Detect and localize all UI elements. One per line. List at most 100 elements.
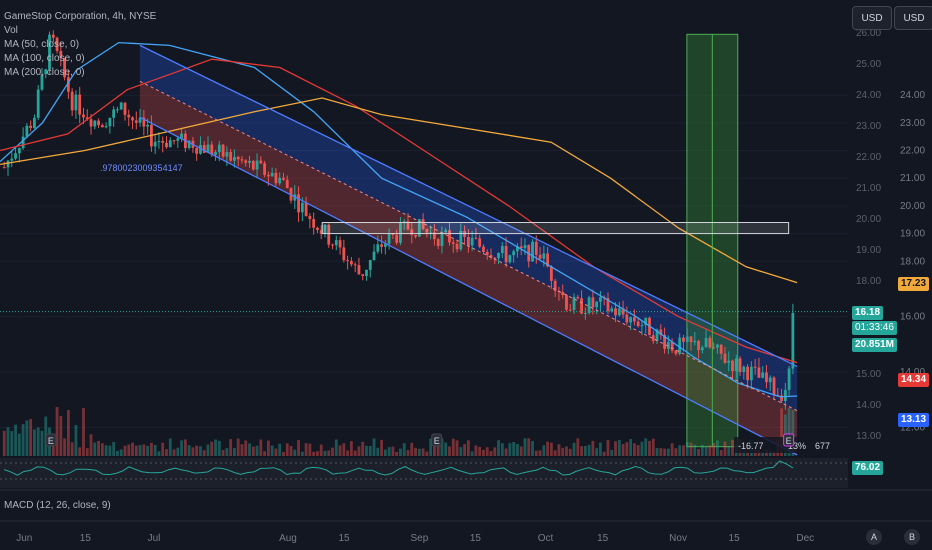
y-tick-outer: 18.00	[900, 256, 925, 267]
ma-line	[0, 41, 798, 398]
currency-button-1[interactable]: USD	[852, 6, 892, 30]
overlays: .9780023009354147 -16.77 13% 677 E E E	[0, 34, 848, 456]
volume-bar	[300, 451, 304, 456]
legend-ma100[interactable]: MA (100, close, 0)	[4, 53, 85, 64]
candle-body	[25, 125, 29, 137]
currency-button-2[interactable]: USD	[894, 6, 932, 30]
candle-body	[97, 120, 100, 126]
volume-badge: 20.851M	[852, 338, 897, 352]
candle-body	[482, 246, 485, 252]
x-tick-label: 15	[470, 533, 482, 544]
volume-bar	[516, 443, 519, 456]
resistance-box	[321, 222, 790, 235]
candle-body	[772, 377, 776, 395]
volume-bar	[406, 450, 410, 456]
volume-bar	[719, 450, 723, 456]
candle-body	[549, 266, 553, 281]
candle-body	[66, 77, 70, 92]
volume-bar	[568, 448, 572, 456]
candle-body	[580, 298, 583, 314]
candle-body	[644, 317, 648, 326]
volume-bar	[266, 440, 270, 456]
candle-body	[225, 152, 229, 157]
candle-body	[259, 160, 263, 164]
volume-bar	[172, 449, 176, 456]
ma200-badge: 17.23	[898, 277, 930, 291]
volume-bar	[89, 434, 93, 456]
volume-bar	[153, 444, 157, 456]
candle-body	[674, 350, 678, 354]
candle-body	[534, 241, 538, 255]
candle-body	[195, 147, 199, 154]
candle-body	[319, 229, 323, 234]
volume-bar	[500, 443, 504, 456]
y-tick-inner: 18.00	[856, 276, 881, 287]
volume-bar	[353, 450, 357, 456]
y-tick-outer: 16.00	[900, 312, 925, 323]
volume-bar	[632, 443, 636, 456]
volume-bar	[70, 442, 74, 456]
candle-body	[697, 340, 700, 351]
channel-upper-line	[139, 44, 798, 368]
candle-body	[342, 247, 346, 261]
y-tick-inner: 21.00	[856, 183, 881, 194]
candle-body	[516, 246, 519, 252]
candle-body	[112, 109, 116, 118]
volume-bar	[180, 440, 183, 456]
volume-bar	[731, 439, 734, 456]
volume-bar	[716, 440, 719, 456]
log-scale-button[interactable]: B	[904, 529, 920, 545]
candle-body	[108, 117, 112, 127]
volume-bar	[553, 450, 557, 456]
volume-bar	[33, 429, 36, 456]
candle-body	[670, 341, 674, 351]
candle-body	[519, 246, 523, 249]
candle-body	[761, 372, 765, 378]
legend-ma50[interactable]: MA (50, close, 0)	[4, 39, 80, 50]
legend-ma200[interactable]: MA (200, close, 0)	[4, 67, 85, 78]
volume-bar	[761, 451, 765, 456]
axes: Jun 15 Jul Aug 15 Sep 15 Oct 15 Nov 15 Dec 24.00 23.0…	[16, 28, 925, 544]
candle-body	[470, 237, 474, 246]
auto-scale-button[interactable]: A	[866, 529, 882, 545]
volume-bar	[655, 447, 659, 456]
volume-bar	[282, 451, 285, 456]
candle-body	[55, 37, 59, 51]
candle-body	[451, 242, 455, 244]
volume-bar	[651, 438, 655, 456]
candle-body	[636, 321, 640, 327]
candle-body	[459, 230, 463, 250]
candle-body	[263, 163, 267, 175]
volume-bar	[319, 444, 323, 456]
candle-body	[63, 57, 67, 78]
volume-bar	[659, 448, 663, 456]
candle-body	[776, 394, 780, 396]
volume-bar	[497, 440, 500, 456]
volume-bar	[685, 442, 689, 456]
candle-body	[214, 152, 217, 155]
volume-bar	[270, 445, 274, 456]
candle-body	[508, 255, 512, 263]
volume-bar	[644, 438, 648, 456]
volume-bar	[433, 442, 436, 456]
y-tick-inner: 26.00	[856, 28, 881, 39]
candle-body	[704, 337, 708, 348]
candle-body	[21, 136, 25, 149]
candle-body	[757, 367, 761, 378]
candle-body	[587, 297, 591, 314]
x-tick-label: Jul	[148, 533, 161, 544]
volume-bar	[316, 451, 319, 456]
moving-averages	[0, 41, 798, 398]
candle-body	[180, 133, 183, 139]
candle-body	[93, 120, 97, 127]
candle-body	[429, 232, 433, 234]
candle-body	[625, 314, 629, 323]
candle-body	[727, 360, 731, 363]
candle-body	[89, 119, 93, 127]
volume-bar	[59, 415, 63, 456]
y-tick-outer: 22.00	[900, 146, 925, 157]
volume-bar	[17, 433, 21, 456]
channel-lower-line	[139, 116, 798, 456]
volume-bar	[787, 408, 791, 456]
